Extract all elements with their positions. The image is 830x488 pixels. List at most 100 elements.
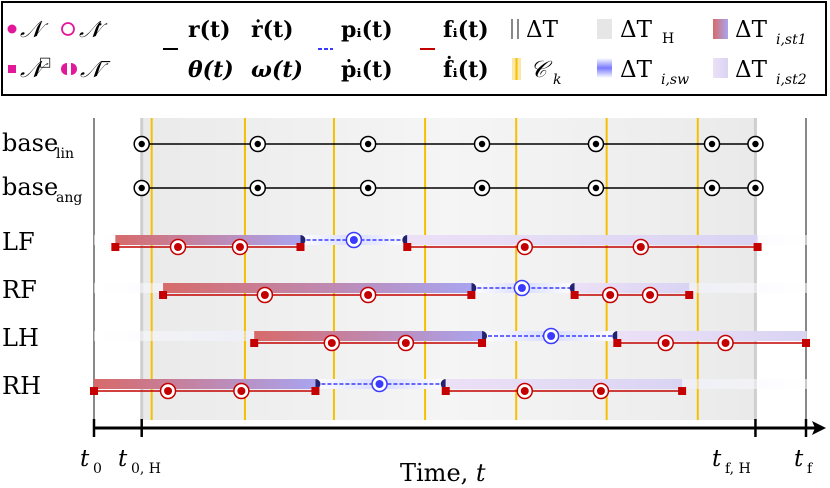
time-axis-arrow-icon [812, 421, 826, 435]
lh-swing-end-marker-0 [612, 331, 618, 341]
lf-stance-end-square-1 [753, 243, 762, 251]
axis-title: Time, t [400, 459, 486, 487]
rh-swing-node-dot-0-0 [375, 380, 384, 388]
rf-stance-band-0 [163, 283, 472, 293]
row-label-lf: LF [2, 228, 35, 256]
legend-stance2-icon [713, 58, 728, 78]
lf-stance-node-dot-0-0 [174, 243, 183, 251]
legend-p-label: pᵢ(t) [341, 17, 393, 43]
rf-stance-start-square-1 [570, 291, 579, 299]
legend-node-half-left-icon [61, 63, 67, 75]
legend-delta-t-st2-sub: i,st2 [776, 72, 807, 88]
legend: 𝒩 𝒩̇ 𝒩 □ 𝒩 − r(t) ṙ(t) θ(t) ω(t) pᵢ(t) ṗ… [1, 1, 827, 96]
base_lin-node-dot-3 [478, 140, 486, 148]
legend-omega-label: ω(t) [251, 57, 303, 83]
rf-swing-start-marker-0 [471, 283, 477, 293]
rf-swing-node-dot-0-0 [517, 284, 526, 292]
base_ang-node-dot-3 [478, 184, 486, 192]
legend-node-square-icon [8, 65, 16, 73]
legend-r-dot-label: ṙ(t) [251, 17, 294, 43]
legend-delta-t-h-sub: H [662, 31, 674, 47]
lf-stance-band-0 [115, 235, 301, 245]
lf-swing-node-dot-0-0 [349, 236, 358, 244]
legend-delta-t-sw-sub: i,sw [661, 72, 689, 88]
rh-stance-end-square-1 [678, 387, 687, 395]
legend-node-dot-icon [7, 24, 17, 34]
legend-stance1-icon [713, 19, 728, 39]
tick-label-tf-sub: f [807, 461, 814, 477]
lf-stance-start-square-1 [403, 243, 412, 251]
tick-label-tf: t [794, 446, 804, 472]
lf-stance-band-1 [407, 235, 758, 245]
tick-label-t0h-sub: 0, H [131, 461, 161, 477]
base_lin-node-dot-4 [592, 140, 600, 148]
lh-stance-band-1 [617, 331, 806, 341]
lf-stance-node-dot-0-1 [235, 243, 244, 251]
legend-f-label: fᵢ(t) [443, 17, 489, 43]
lf-swing-end-marker-0 [402, 235, 408, 245]
base_ang-node-dot-5 [708, 184, 716, 192]
rh-stance-band-1 [445, 379, 683, 389]
legend-horizon-icon [597, 19, 612, 39]
rf-stance-node-dot-1-1 [646, 291, 655, 299]
timeline-plot [90, 118, 814, 437]
legend-delta-t-st1-sub: i,st1 [776, 32, 807, 48]
lh-stance-node-dot-1-0 [661, 339, 670, 347]
tick-label-t0-sub: 0 [93, 461, 102, 477]
legend-node-minus-sup: − [100, 54, 112, 70]
lh-stance-node-dot-0-0 [327, 339, 336, 347]
legend-swing-icon [597, 58, 612, 78]
lh-swing-start-marker-0 [482, 331, 488, 341]
legend-node-ring-icon [61, 22, 75, 36]
lh-stance-end-square-1 [802, 339, 810, 347]
rh-stance-end-square-0 [311, 387, 320, 395]
base_lin-node-dot-0 [138, 140, 145, 148]
row-labels: base lin base ang LF RF LH RH [2, 129, 82, 400]
lf-stance-node-dot-1-0 [520, 243, 529, 251]
lh-stance-end-square-0 [478, 339, 487, 347]
lh-stance-band-0 [254, 331, 483, 341]
legend-r-label: r(t) [188, 17, 231, 43]
row-label-base-lin-sub: lin [56, 146, 74, 162]
lh-stance-start-square-1 [613, 339, 622, 347]
base_lin-node-dot-2 [364, 140, 372, 148]
legend-delta-t-sw-label: ΔT [620, 57, 653, 83]
lh-stance-start-square-0 [250, 339, 259, 347]
horizon-region [141, 118, 756, 420]
lh-swing-node-dot-0-0 [547, 332, 556, 340]
legend-delta-t-label: ΔT [526, 17, 559, 43]
rh-stance-node-dot-1-1 [596, 387, 605, 395]
lh-stance-node-dot-1-1 [721, 339, 730, 347]
lf-swing-start-marker-0 [300, 235, 306, 245]
rh-stance-node-dot-0-0 [164, 387, 173, 395]
legend-f-dot-label: ḟᵢ(t) [443, 55, 489, 83]
tick-label-t0: t [80, 446, 90, 472]
row-label-base-ang: base [2, 173, 58, 201]
base_lin-node-dot-5 [708, 140, 716, 148]
rh-stance-band-0 [94, 379, 316, 389]
base_ang-node-dot-4 [592, 184, 600, 192]
rh-stance-node-dot-0-1 [237, 387, 246, 395]
time-axis: t 0 t 0, H t f, H t f Time, t [80, 421, 826, 487]
row-label-base-ang-sub: ang [56, 190, 82, 206]
rf-stance-node-dot-0-0 [260, 291, 269, 299]
rh-stance-start-square-1 [441, 387, 450, 395]
legend-p-dot-label: ṗᵢ(t) [341, 57, 393, 83]
lf-stance-start-square-0 [111, 243, 120, 251]
legend-c-k-sub: k [553, 72, 561, 88]
rh-swing-start-marker-0 [315, 379, 321, 389]
legend-delta-t-st2-label: ΔT [735, 57, 768, 83]
legend-theta-label: θ(t) [188, 57, 234, 83]
tick-label-tfh-sub: f, H [725, 461, 751, 477]
lf-stance-end-square-0 [296, 243, 305, 251]
row-label-rf: RF [2, 276, 37, 304]
rf-stance-node-dot-1-0 [606, 291, 615, 299]
tick-label-t0h: t [118, 446, 128, 472]
base_lin-node-dot-6 [752, 140, 759, 148]
row-label-rh: RH [2, 372, 41, 400]
legend-delta-t-st1-label: ΔT [735, 17, 768, 43]
rf-stance-end-square-0 [467, 291, 476, 299]
rf-swing-end-marker-0 [569, 283, 575, 293]
base_ang-node-dot-0 [138, 184, 145, 192]
base_ang-node-dot-6 [752, 184, 759, 192]
